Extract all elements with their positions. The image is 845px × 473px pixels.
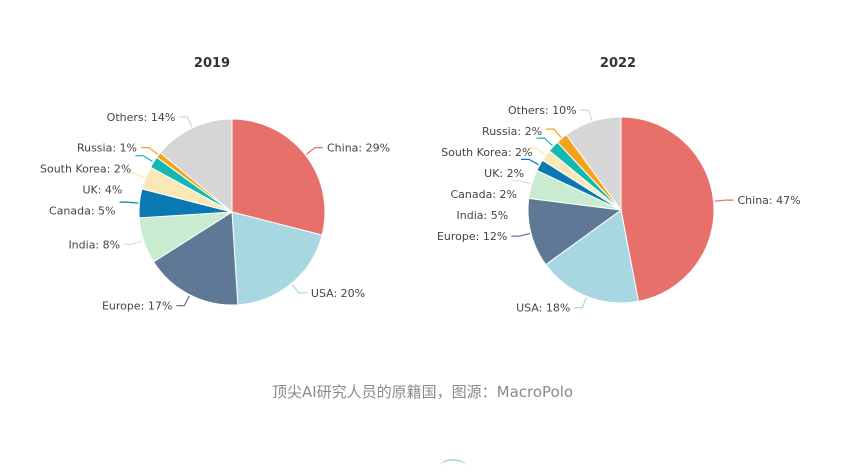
slice-label: Europe: 12% (437, 230, 507, 243)
slice-label: South Korea: 2% (441, 146, 532, 159)
leader-line (126, 172, 145, 178)
leader-line (179, 116, 193, 128)
slice-label: Russia: 1% (77, 142, 137, 155)
leader-line (119, 201, 139, 204)
chart-title: 2022 (600, 56, 636, 71)
decorative-arc (440, 459, 466, 473)
slice-label: Russia: 2% (482, 125, 542, 138)
leader-line (305, 147, 323, 155)
leader-line (536, 137, 553, 147)
leader-line (124, 240, 143, 245)
slice-label: South Korea: 2% (40, 163, 131, 176)
slice-label: Canada: 5% (49, 205, 116, 218)
slice-label: India: 5% (457, 209, 509, 222)
pie-slice (152, 211, 239, 306)
slice-label: China: 47% (738, 194, 801, 207)
pie-slice (620, 116, 715, 302)
slice-label: UK: 4% (82, 184, 122, 197)
slice-label: India: 8% (68, 238, 120, 251)
pie-chart-2019: 2019 China: 29% USA: 20% Europe: 17% India: … (40, 56, 390, 313)
leader-line (135, 155, 153, 163)
pie-chart-2022: 2022 China: 47% USA: 18% Europe: 12% India: … (437, 56, 801, 315)
pie-slice (545, 209, 640, 304)
slice-label: UK: 2% (484, 167, 524, 180)
leader-line (546, 128, 562, 138)
slice-label: China: 29% (327, 142, 390, 155)
leader-line (176, 295, 190, 307)
leader-line (512, 180, 531, 185)
leader-line (574, 297, 587, 309)
slice-label: Europe: 17% (102, 300, 172, 313)
slice-label: Canada: 2% (450, 188, 517, 201)
leader-line (580, 109, 593, 121)
slice-label: Others: 14% (107, 111, 176, 124)
slice-label: USA: 20% (311, 287, 365, 300)
chart-title: 2019 (194, 56, 230, 71)
leader-line (141, 147, 159, 155)
slice-label: USA: 18% (516, 302, 570, 315)
pie-slice (231, 211, 323, 306)
figure-caption: 顶尖AI研究人员的原籍国，图源：MacroPolo (271, 383, 574, 401)
pie-slice (527, 197, 623, 266)
leader-line (291, 284, 307, 294)
pie-slice (159, 118, 233, 214)
leader-line (528, 147, 546, 156)
leader-line (511, 232, 531, 237)
pie-slice (231, 118, 326, 236)
pie-charts-canvas: 2019 China: 29% USA: 20% Europe: 17% India: … (40, 56, 801, 315)
pie-slice (565, 116, 622, 212)
leader-line (521, 158, 539, 166)
leader-line (714, 199, 734, 202)
slice-label: Others: 10% (508, 104, 577, 117)
